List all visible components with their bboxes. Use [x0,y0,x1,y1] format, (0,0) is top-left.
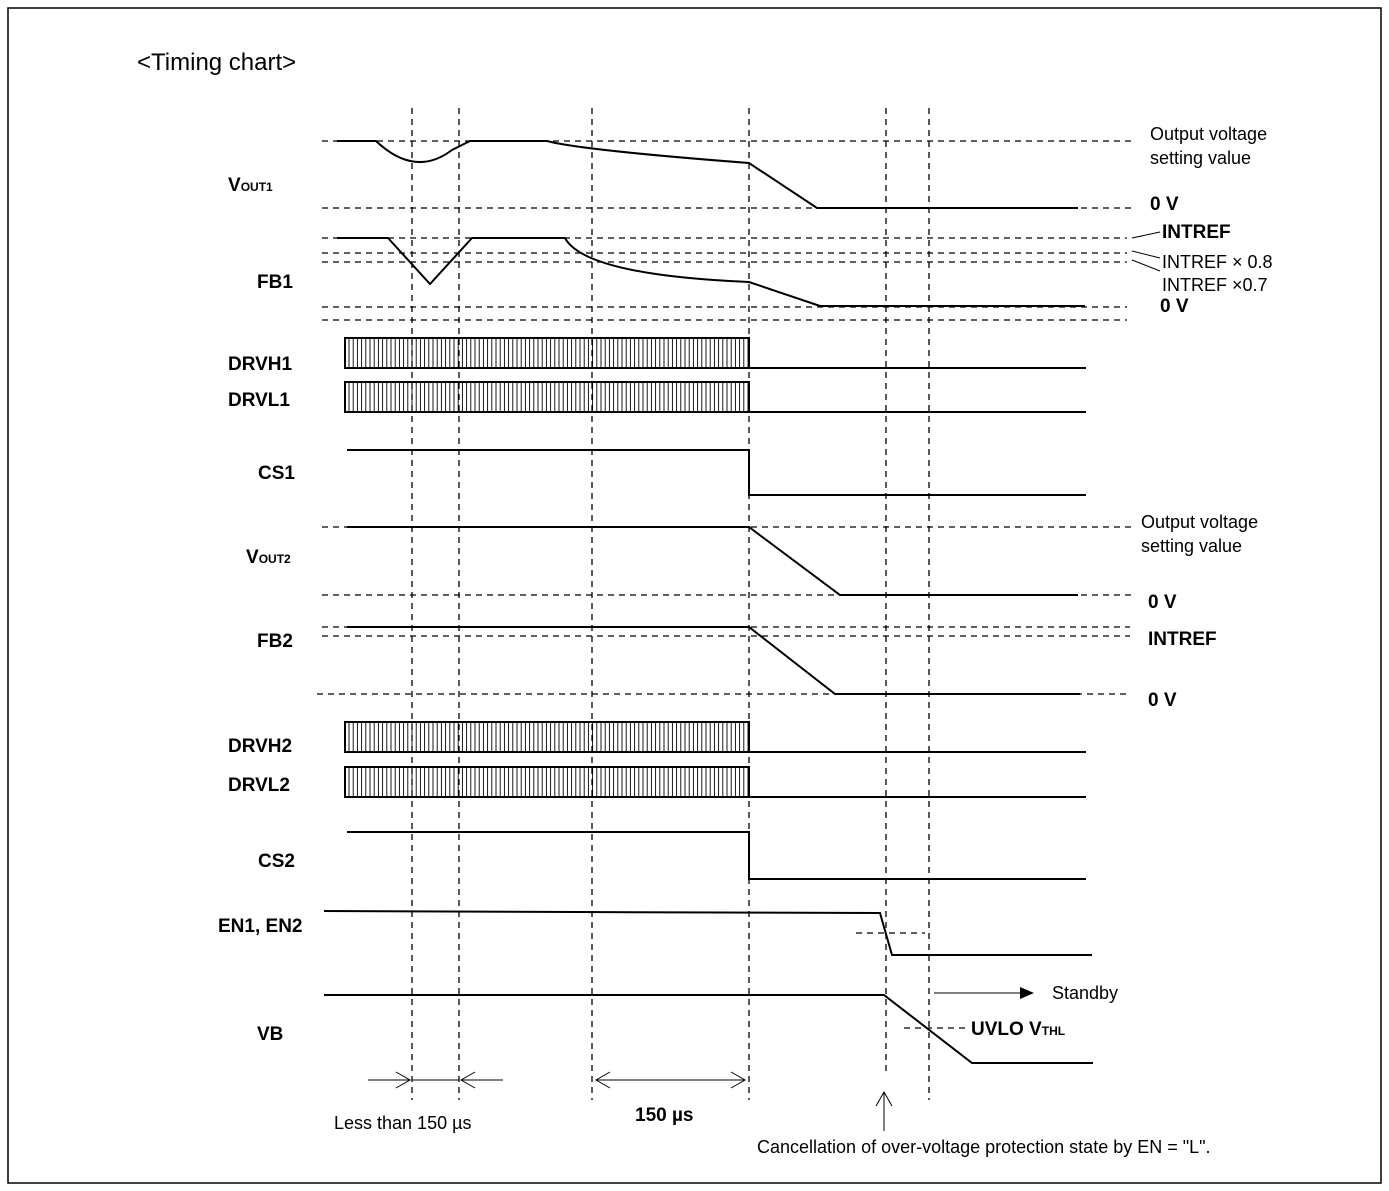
vb-waveform [324,994,1093,1064]
drvl2-pulses [344,766,750,798]
standby-arrow [934,987,1034,999]
fb1-zero-label: 0 V [1160,296,1189,317]
intref08-label: INTREF × 0.8 [1162,252,1273,272]
signal-label-vout1: VOUT1 [228,175,273,196]
chart-title: <Timing chart> [137,49,296,76]
drvh1-hatch [348,338,749,368]
vout2-setting-label-1: Output voltage [1141,512,1258,532]
signal-label-drvl2: DRVL2 [228,775,290,796]
signal-label-cs1: CS1 [258,463,295,484]
signal-label-cs2: CS2 [258,851,295,872]
fb2-zero-label: 0 V [1148,690,1177,711]
signal-label-en: EN1, EN2 [218,916,302,937]
fb1-waveform [337,237,1085,307]
standby-label: Standby [1052,983,1118,1003]
drvh2-pulses [344,721,750,753]
cancellation-label: Cancellation of over-voltage protection … [757,1137,1211,1157]
drvl2-hatch [348,767,749,797]
drvl1-pulses [344,381,750,413]
signal-label-fb2: FB2 [257,631,293,652]
fb2-waveform [347,626,1080,695]
fb2-intref-label: INTREF [1148,629,1217,650]
intref-label: INTREF [1162,222,1231,243]
cs1-waveform [347,449,1086,496]
signal-label-vb: VB [257,1024,283,1045]
drvh2-hatch [348,722,749,752]
drvh1-pulses [344,337,750,369]
cancellation-arrow [875,1090,893,1131]
signal-label-drvh2: DRVH2 [228,736,292,757]
signal-label-fb1: FB1 [257,272,293,293]
duration-label: 150 µs [635,1105,694,1126]
vout1-setting-label-1: Output voltage [1150,124,1267,144]
intref08-leader [1131,250,1161,259]
uvlo-label: UVLO VTHL [971,1019,1065,1040]
time-markers [411,108,930,1100]
vout1-zero-label: 0 V [1150,194,1179,215]
duration-arrow [594,1071,747,1089]
frame-border [7,7,1382,1184]
vout2-zero-label: 0 V [1148,592,1177,613]
vout2-setting-label-2: setting value [1141,536,1242,556]
signal-label-drvl1: DRVL1 [228,390,290,411]
vout1-waveform [337,140,1078,209]
less-than-label: Less than 150 µs [334,1113,471,1133]
cs2-waveform [347,831,1086,880]
signal-label-drvh1: DRVH1 [228,354,292,375]
less-than-arrows [368,1071,503,1089]
signal-label-vout2: VOUT2 [246,547,291,568]
drvl1-hatch [348,382,749,412]
vout2-waveform [347,526,1078,596]
en-waveform [323,910,1092,956]
intref07-leader [1131,259,1161,272]
intref07-label: INTREF ×0.7 [1162,275,1268,295]
intref-leader [1131,231,1161,239]
vout1-setting-label-2: setting value [1150,148,1251,168]
